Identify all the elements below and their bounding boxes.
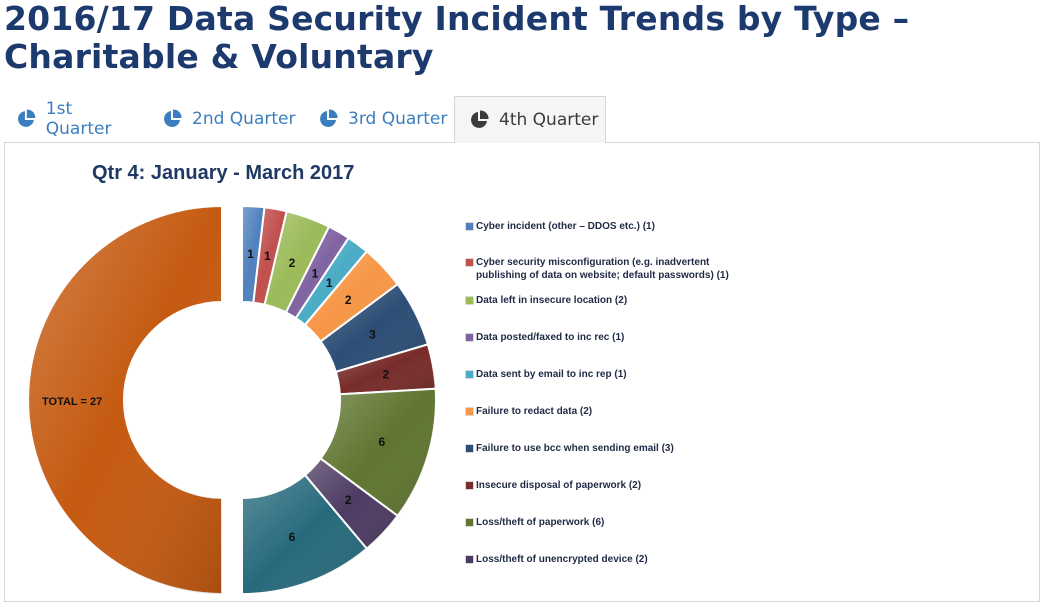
legend-label: Loss/theft of unencrypted device (2): [476, 554, 648, 565]
legend-swatch: [466, 445, 473, 452]
legend-swatch: [466, 223, 473, 230]
legend-label: Data posted/faxed to inc rec (1): [476, 332, 625, 343]
pie-slice-shine: [335, 344, 436, 395]
slice-value-label: 2: [289, 256, 296, 270]
slice-value-label: 1: [247, 247, 254, 261]
legend-item: Loss/theft of unencrypted device (2): [466, 553, 648, 566]
pie-slice-shine: [320, 388, 436, 516]
legend-swatch: [466, 556, 473, 563]
slice-value-label: 6: [379, 435, 386, 449]
legend-swatch: [466, 259, 473, 266]
legend-label: Failure to redact data (2): [476, 406, 593, 417]
pie-chart-icon: [164, 109, 182, 127]
tab-4th-quarter[interactable]: 4th Quarter: [454, 96, 606, 143]
total-segment-shine: [28, 206, 223, 594]
tab-3rd-quarter[interactable]: 3rd Quarter: [306, 96, 452, 142]
tab-label: 1st Quarter: [45, 99, 112, 139]
legend-label: Loss/theft of paperwork (6): [476, 517, 605, 528]
pie-slice-shine: [242, 206, 265, 303]
legend-item: Data posted/faxed to inc rec (1): [466, 331, 624, 344]
pie-slice-shine: [304, 458, 398, 549]
legend-item: Loss/theft of paperwork (6): [466, 516, 604, 529]
pie-slice-shine: [320, 284, 428, 372]
legend-item: Insecure disposal of paperwork (2): [466, 479, 641, 492]
slice-value-label: 1: [264, 249, 271, 263]
pie-slice-shine: [295, 237, 367, 325]
legend-label: Cyber security misconfiguration (e.g. in…: [476, 257, 729, 281]
legend-item: Cyber security misconfiguration (e.g. in…: [466, 256, 756, 282]
tab-label: 4th Quarter: [499, 110, 599, 130]
pie-slice-shine: [253, 207, 287, 305]
legend-label: Insecure disposal of paperwork (2): [476, 480, 642, 491]
legend-swatch: [466, 371, 473, 378]
tab-1st-quarter[interactable]: 1st Quarter: [4, 96, 142, 142]
legend-item: Cyber incident (other – DDOS etc.) (1): [466, 220, 655, 233]
pie-chart-icon: [471, 110, 489, 128]
slice-value-label: 3: [369, 327, 376, 341]
legend-swatch: [466, 334, 473, 341]
legend-swatch: [466, 482, 473, 489]
slice-value-label: 6: [289, 530, 296, 544]
legend-item: Failure to use bcc when sending email (3…: [466, 442, 674, 455]
slice-value-label: 2: [345, 293, 352, 307]
page-title: 2016/17 Data Security Incident Trends by…: [4, 0, 910, 76]
tab-label: 3rd Quarter: [348, 109, 448, 129]
legend-label: Data sent by email to inc rep (1): [476, 369, 627, 380]
pie-chart-icon: [320, 109, 338, 127]
legend-swatch: [466, 519, 473, 526]
legend-label: Cyber incident (other – DDOS etc.) (1): [476, 221, 655, 232]
quarter-tabs: 1st Quarter 2nd Quarter 3rd Quarter 4th …: [4, 96, 1041, 143]
slice-value-label: 1: [312, 267, 319, 281]
tab-label: 2nd Quarter: [192, 109, 296, 129]
legend-item: Data left in insecure location (2): [466, 294, 627, 307]
legend-label: Failure to use bcc when sending email (3…: [476, 443, 674, 454]
total-label: TOTAL = 27: [42, 396, 102, 408]
legend-item: Data sent by email to inc rep (1): [466, 368, 627, 381]
tab-2nd-quarter[interactable]: 2nd Quarter: [150, 96, 298, 142]
legend-item: Failure to redact data (2): [466, 405, 592, 418]
legend-swatch: [466, 408, 473, 415]
legend-label: Data left in insecure location (2): [476, 295, 628, 306]
pie-slice-shine: [304, 251, 398, 342]
chart-title: Qtr 4: January - March 2017: [92, 162, 355, 184]
legend-swatch: [466, 297, 473, 304]
slice-value-label: 1: [326, 276, 333, 290]
pie-slice-shine: [242, 475, 367, 594]
pie-chart-icon: [18, 109, 36, 127]
pie-slice-shine: [264, 211, 330, 313]
slice-value-label: 2: [345, 493, 352, 507]
slice-value-label: 2: [382, 368, 389, 382]
pie-slice-shine: [285, 226, 349, 319]
